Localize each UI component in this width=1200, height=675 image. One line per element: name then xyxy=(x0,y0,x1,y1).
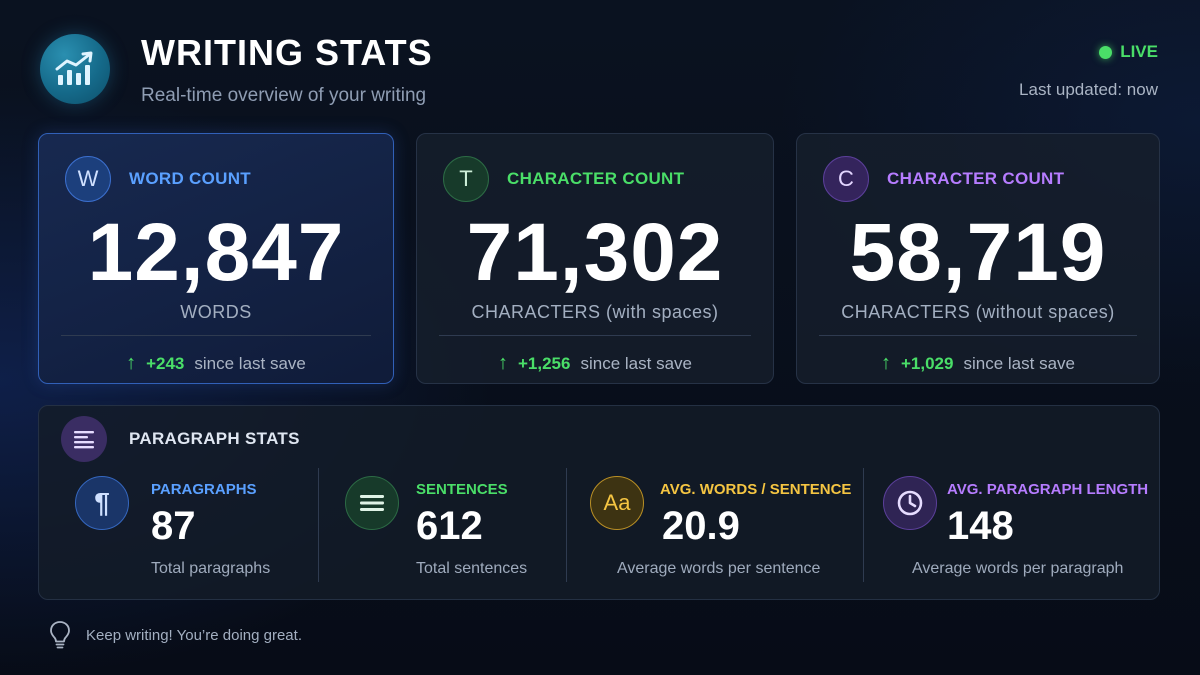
card-divider xyxy=(819,335,1137,336)
footer-tip-text: Keep writing! You’re doing great. xyxy=(86,626,302,644)
last-updated: Last updated: now xyxy=(1019,80,1158,99)
character-count-no-spaces-card: C CHARACTER COUNT 58,719 CHARACTERS (wit… xyxy=(796,133,1160,384)
trending-chart-icon xyxy=(55,51,93,85)
metric-desc: Average words per sentence xyxy=(617,560,821,577)
lightbulb-icon xyxy=(50,621,70,649)
card-label: CHARACTER COUNT xyxy=(887,169,1065,188)
metric-label: PARAGRAPHS xyxy=(151,481,257,498)
page-subtitle: Real-time overview of your writing xyxy=(141,85,427,106)
panel-title: PARAGRAPH STATS xyxy=(129,429,300,448)
card-delta: ↑ +1,256 since last save xyxy=(417,352,773,375)
card-unit: WORDS xyxy=(180,302,252,322)
live-status: LIVE xyxy=(1099,42,1158,62)
metric-value: 20.9 xyxy=(662,504,740,548)
card-badge-t: T xyxy=(443,156,489,202)
metric-label: SENTENCES xyxy=(416,481,508,498)
metric-desc: Total paragraphs xyxy=(151,560,271,577)
card-badge-letter: C xyxy=(838,166,854,191)
page-title: WRITING STATS xyxy=(141,32,433,73)
metric-value: 612 xyxy=(416,504,483,548)
metric-label: AVG. WORDS / SENTENCE xyxy=(660,481,852,498)
card-unit: CHARACTERS (without spaces) xyxy=(841,302,1115,322)
metric-value: 87 xyxy=(151,504,196,548)
word-count-value: 12,847 xyxy=(87,207,345,298)
delta-text: since last save xyxy=(194,353,306,373)
card-delta: ↑ +243 since last save xyxy=(39,352,393,375)
app-logo xyxy=(40,34,110,104)
clock-icon xyxy=(883,476,937,530)
character-count-card: T CHARACTER COUNT 71,302 CHARACTERS (wit… xyxy=(416,133,774,384)
card-badge-c: C xyxy=(823,156,869,202)
word-count-card: W WORD COUNT 12,847 WORDS ↑ +243 since l… xyxy=(38,133,394,384)
footer-tip: Keep writing! You’re doing great. xyxy=(48,620,302,650)
arrow-up-icon: ↑ xyxy=(881,352,891,374)
metric-paragraphs: ¶ PARAGRAPHS 87 Total paragraphs xyxy=(75,476,315,586)
paragraph-stats-panel: PARAGRAPH STATS ¶ PARAGRAPHS 87 Total pa… xyxy=(38,405,1160,600)
card-label: WORD COUNT xyxy=(129,169,251,188)
metric-avg-words-sentence: Aa AVG. WORDS / SENTENCE 20.9 Average wo… xyxy=(590,476,880,586)
character-count-no-spaces-value: 58,719 xyxy=(849,207,1107,298)
metric-desc: Average words per paragraph xyxy=(912,560,1124,577)
card-delta: ↑ +1,029 since last save xyxy=(797,352,1159,375)
metric-divider xyxy=(566,468,567,582)
text-aa-glyph: Aa xyxy=(603,490,631,515)
arrow-up-icon: ↑ xyxy=(498,352,508,374)
metric-divider xyxy=(863,468,864,582)
card-badge-w: W xyxy=(65,156,111,202)
metric-divider xyxy=(318,468,319,582)
pilcrow-icon: ¶ xyxy=(75,476,129,530)
live-dot-icon xyxy=(1099,45,1113,59)
character-count-value: 71,302 xyxy=(466,207,724,298)
delta-value: +1,029 xyxy=(901,353,954,373)
card-badge-letter: T xyxy=(459,166,473,191)
text-aa-icon: Aa xyxy=(590,476,644,530)
metric-sentences: SENTENCES 612 Total sentences xyxy=(345,476,560,586)
card-badge-letter: W xyxy=(77,166,99,191)
delta-value: +1,256 xyxy=(518,353,571,373)
menu-lines-icon xyxy=(345,476,399,530)
metric-value: 148 xyxy=(947,504,1014,548)
card-divider xyxy=(439,335,751,336)
card-unit: CHARACTERS (with spaces) xyxy=(471,302,719,322)
metric-desc: Total sentences xyxy=(416,560,528,577)
arrow-up-icon: ↑ xyxy=(126,352,137,374)
delta-value: +243 xyxy=(146,353,185,373)
live-label: LIVE xyxy=(1120,42,1158,61)
metric-avg-paragraph-length: AVG. PARAGRAPH LENGTH 148 Average words … xyxy=(883,476,1153,586)
metric-label: AVG. PARAGRAPH LENGTH xyxy=(947,481,1149,498)
card-divider xyxy=(61,335,371,336)
card-label: CHARACTER COUNT xyxy=(507,169,685,188)
delta-text: since last save xyxy=(963,353,1075,373)
delta-text: since last save xyxy=(580,353,692,373)
list-lines-icon xyxy=(61,416,107,462)
